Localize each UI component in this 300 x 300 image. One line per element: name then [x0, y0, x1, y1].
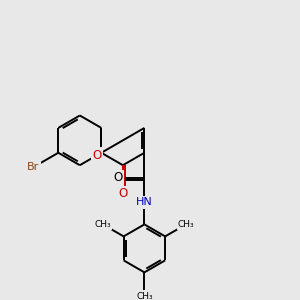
Text: O: O: [113, 171, 123, 184]
Text: O: O: [118, 187, 128, 200]
Text: CH₃: CH₃: [136, 292, 153, 300]
Text: CH₃: CH₃: [94, 220, 111, 229]
Text: CH₃: CH₃: [178, 220, 194, 229]
Text: O: O: [92, 149, 101, 162]
Text: HN: HN: [136, 197, 153, 208]
Text: Br: Br: [27, 162, 40, 172]
